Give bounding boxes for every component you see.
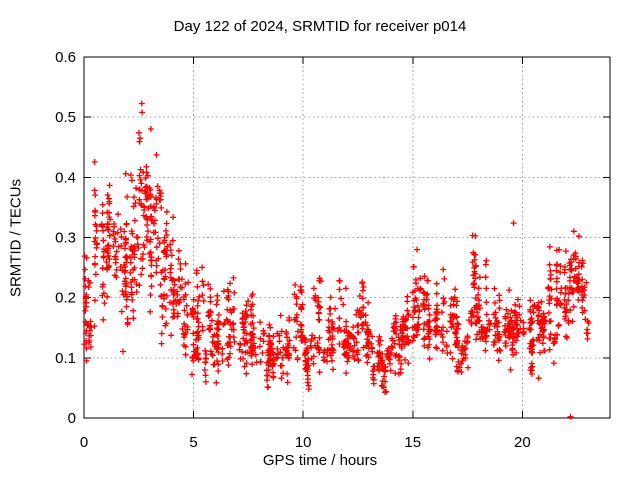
y-tick-label: 0.5 xyxy=(55,109,76,126)
y-tick-label: 0.3 xyxy=(55,230,76,247)
x-tick-label: 15 xyxy=(404,434,421,451)
plot-border xyxy=(83,56,611,419)
y-tick-label: 0 xyxy=(68,410,76,427)
x-tick-label: 20 xyxy=(514,434,531,451)
y-tick-label: 0.2 xyxy=(55,290,76,307)
grid-lines xyxy=(84,57,610,418)
x-tick-label: 5 xyxy=(189,434,197,451)
x-tick-label: 0 xyxy=(80,434,88,451)
scatter-points xyxy=(81,100,592,420)
chart-title: Day 122 of 2024, SRMTID for receiver p01… xyxy=(173,18,467,35)
y-tick-label: 0.4 xyxy=(55,169,76,186)
x-tick-label: 10 xyxy=(295,434,312,451)
x-axis-label: GPS time / hours xyxy=(262,452,378,469)
y-tick-label: 0.6 xyxy=(55,49,76,66)
y-tick-label: 0.1 xyxy=(55,350,76,367)
